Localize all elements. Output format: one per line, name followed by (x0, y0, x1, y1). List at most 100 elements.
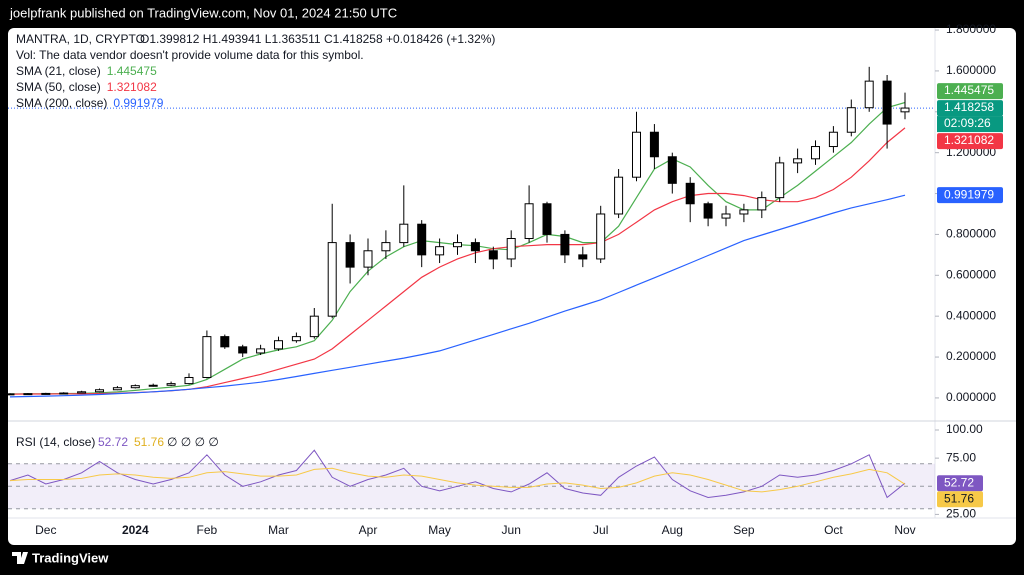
candle-body (524, 203, 534, 240)
rsi-extra: ∅ ∅ ∅ ∅ (167, 435, 219, 449)
candle-body (417, 223, 427, 256)
candle-body (882, 80, 892, 125)
y-tick-label: 1.800000 (946, 22, 996, 36)
candle-body (381, 242, 391, 252)
candle-body (23, 393, 33, 396)
candle-body (274, 340, 283, 350)
candle-body (220, 336, 230, 348)
plot (5, 66, 935, 510)
candle-body (828, 131, 838, 148)
logo (12, 552, 28, 564)
legend-value: 0.991979 (113, 96, 163, 110)
x-tick-label: Jun (502, 523, 521, 537)
candle-body (41, 392, 51, 395)
subtitle: Vol: The data vendor doesn't provide vol… (16, 48, 364, 62)
rsi-line (9, 449, 906, 499)
x-tick-label: Oct (824, 523, 843, 537)
candle-body (846, 107, 856, 133)
candle-body (614, 176, 624, 215)
legend-name: SMA (50, close) (16, 80, 101, 94)
candle-body (775, 162, 785, 199)
candle-body (453, 242, 462, 248)
rsi-ma-line (9, 467, 906, 493)
y-tick-label: 0.000000 (946, 390, 996, 404)
candle-body (238, 346, 248, 354)
footer: TradingView (32, 550, 109, 565)
price-label: 1.418258 (944, 100, 994, 114)
candle-body (864, 80, 874, 109)
sma200-label: 0.991979 (944, 187, 994, 201)
candle-body (793, 158, 803, 164)
ohlc-text: O1.399812 H1.493941 L1.363511 C1.418258 … (140, 32, 495, 46)
candle-body (596, 213, 606, 260)
rsi-axis-value: 52.72 (944, 475, 974, 489)
rsi-ma-box (937, 491, 983, 508)
candle-body (256, 348, 266, 354)
rsi-tick-label: 100.00 (946, 422, 983, 436)
chart-card (8, 28, 1016, 545)
candle-body (112, 387, 122, 391)
candle-body (488, 250, 498, 260)
candle-body (757, 197, 767, 211)
candle-body (166, 383, 176, 386)
candle-body (291, 336, 301, 342)
rsi-title: RSI (14, close) (16, 435, 95, 449)
candle-body (435, 246, 445, 256)
price-label-box (937, 100, 1003, 117)
candle-body (363, 250, 373, 268)
legend-name: SMA (200, close) (16, 96, 107, 110)
candle-body (739, 209, 749, 215)
rsi-tick-label: 25.00 (946, 507, 976, 521)
x-tick-label: Feb (197, 523, 218, 537)
candle-body (345, 242, 355, 268)
sma50-label: 1.321082 (944, 133, 994, 147)
x-tick-label: Dec (35, 523, 56, 537)
candle-body (506, 238, 516, 260)
candle-body (130, 385, 140, 389)
x-tick-label: Sep (733, 523, 755, 537)
x-tick-label: 2024 (122, 523, 149, 537)
candle-body (578, 254, 588, 260)
header: joelpfrank published on TradingView.com,… (9, 5, 397, 20)
x-tick-label: Apr (359, 523, 378, 537)
y-tick-label: 0.400000 (946, 308, 996, 322)
legend-name: SMA (21, close) (16, 64, 101, 78)
sma21-label-box (937, 83, 1003, 100)
candle-body (470, 242, 480, 252)
y-tick-label: 1.600000 (946, 63, 996, 77)
sma21-label: 1.445475 (944, 83, 994, 97)
legend-value: 1.445475 (107, 64, 157, 78)
rsi-axis-ma: 51.76 (944, 491, 974, 505)
candle-body (77, 391, 87, 394)
y-tick-label: 0.200000 (946, 349, 996, 363)
candle-body (184, 376, 194, 385)
sma-line (9, 194, 906, 398)
rsi-tick-label: 75.00 (946, 450, 976, 464)
candle-body (59, 392, 69, 395)
chart-title: MANTRA, 1D, CRYPTO (16, 32, 145, 46)
legend-value: 1.321082 (107, 80, 157, 94)
y-tick-label: 0.600000 (946, 267, 996, 281)
candle-body (95, 389, 104, 393)
candle-body (703, 203, 713, 219)
candle-body (632, 131, 641, 178)
sma200-label-box (937, 187, 1003, 204)
x-tick-label: Mar (268, 523, 289, 537)
rsi-value-box (937, 475, 983, 492)
rsi-value: 52.72 (98, 435, 128, 449)
x-tick-label: Jul (593, 523, 608, 537)
x-tick-label: Aug (662, 523, 683, 537)
candle-body (148, 384, 158, 387)
candle-body (685, 182, 695, 205)
candle-body (399, 223, 409, 244)
y-tick-label: 0.800000 (946, 227, 996, 241)
rsi-ma-value: 51.76 (134, 435, 164, 449)
candle-body (5, 393, 15, 396)
candle-body (542, 203, 552, 235)
candle-body (309, 315, 319, 338)
candle-body (649, 131, 659, 158)
candle-body (202, 336, 212, 378)
countdown: 02:09:26 (944, 116, 991, 130)
x-tick-label: May (428, 523, 451, 537)
